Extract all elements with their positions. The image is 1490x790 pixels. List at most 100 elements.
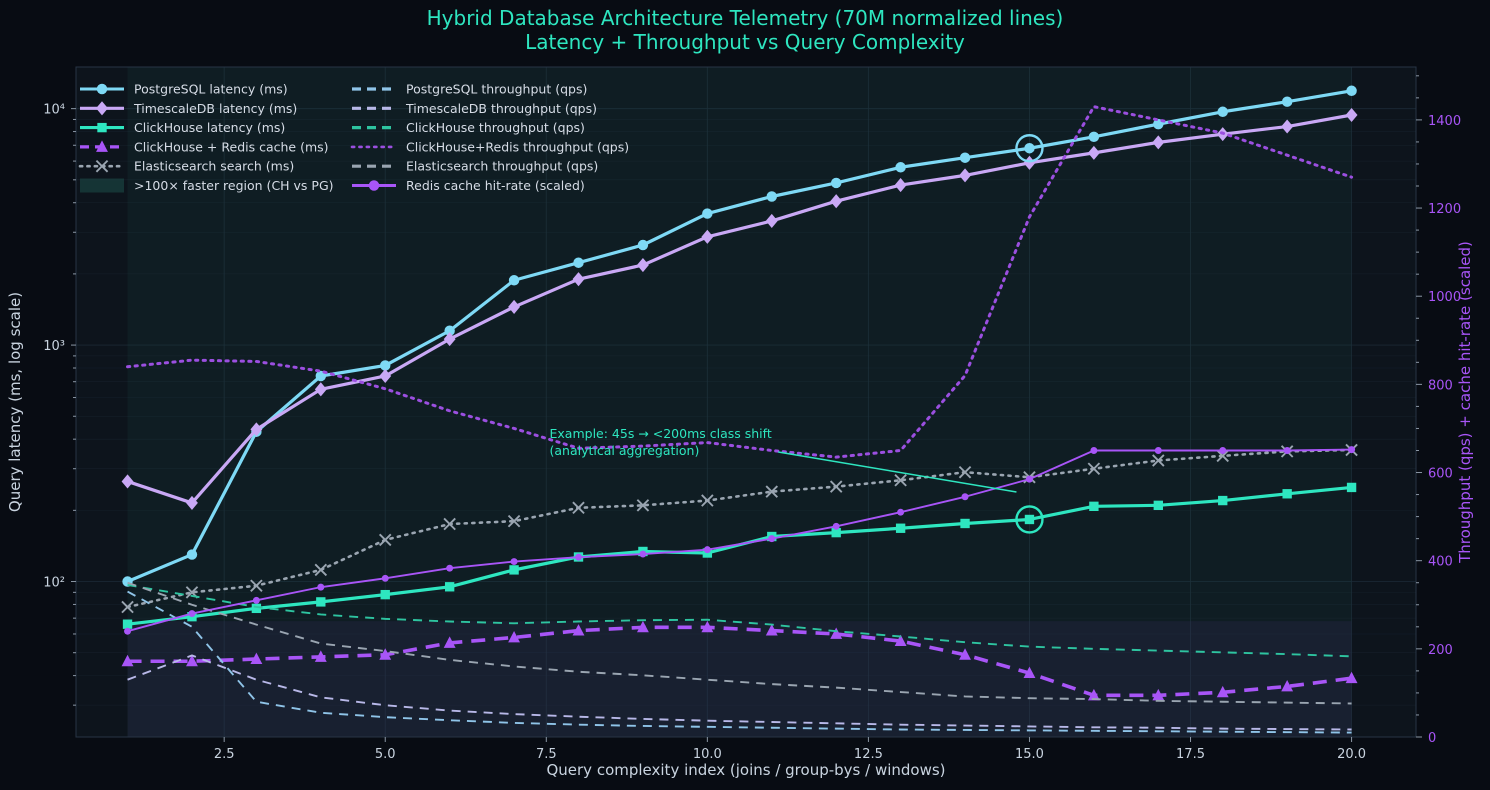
legend-col1-entry-1[interactable]: TimescaleDB latency (ms) xyxy=(80,101,297,116)
series-elasticsearch-throughput-qps xyxy=(127,581,1352,705)
series-timescaledb-throughput-qps xyxy=(127,654,1352,731)
legend-label: TimescaleDB throughput (qps) xyxy=(405,101,597,116)
y-right-tick-label: 1400 xyxy=(1428,114,1461,129)
data-marker xyxy=(1345,107,1358,123)
legend-col2-entry-0[interactable]: PostgreSQL throughput (qps) xyxy=(352,82,587,97)
data-marker xyxy=(1087,462,1101,475)
data-marker xyxy=(379,368,392,384)
y-left-tick-label: 10² xyxy=(43,576,65,591)
data-marker xyxy=(186,495,198,510)
data-marker xyxy=(1283,447,1291,454)
data-marker xyxy=(1281,96,1293,107)
data-marker xyxy=(959,168,971,183)
legend-label: ClickHouse + Redis cache (ms) xyxy=(134,139,329,154)
data-marker xyxy=(508,299,521,314)
data-marker xyxy=(96,83,108,95)
data-marker xyxy=(765,485,779,498)
plot-border xyxy=(75,66,1417,738)
data-marker xyxy=(1088,131,1100,143)
data-marker xyxy=(959,648,971,660)
data-marker xyxy=(1025,475,1033,483)
data-marker xyxy=(894,178,907,193)
annotation-text-line2: (analytical aggregation) xyxy=(550,443,700,458)
data-marker xyxy=(380,360,391,371)
data-marker xyxy=(830,177,842,189)
legend-col2-entry-5[interactable]: Redis cache hit-rate (scaled) xyxy=(352,178,585,193)
data-marker xyxy=(1152,135,1165,150)
y-right-tick-label: 400 xyxy=(1428,555,1453,570)
legend-col2-entry-1[interactable]: TimescaleDB throughput (qps) xyxy=(352,101,597,116)
data-marker xyxy=(894,634,907,647)
data-marker xyxy=(444,325,455,336)
data-marker xyxy=(1216,449,1229,463)
y-left-tick-label: 10³ xyxy=(43,339,65,354)
data-marker xyxy=(1023,155,1036,170)
data-marker xyxy=(1219,447,1227,454)
y-right-tick-label: 800 xyxy=(1428,378,1453,393)
postgres-highlight xyxy=(1015,134,1044,163)
data-marker xyxy=(1346,482,1357,493)
x-tick-label: 5.0 xyxy=(375,747,396,762)
y-left-tick-label: 10⁴ xyxy=(43,103,65,118)
shaded-faster-region xyxy=(127,67,1352,737)
data-marker xyxy=(316,597,326,607)
data-marker xyxy=(1090,447,1098,454)
data-marker xyxy=(1153,500,1163,511)
legend-label: ClickHouse latency (ms) xyxy=(134,120,285,135)
data-marker xyxy=(703,546,711,554)
legend-col2-entry-4[interactable]: Elasticsearch throughput (qps) xyxy=(352,159,598,174)
data-marker xyxy=(961,493,969,501)
x-tick-label: 10.0 xyxy=(693,747,722,762)
legend-label: ClickHouse+Redis throughput (qps) xyxy=(406,139,629,154)
shaded-lower-band xyxy=(127,621,1352,737)
data-marker xyxy=(314,563,328,577)
legend-col1-entry-2[interactable]: ClickHouse latency (ms) xyxy=(80,120,285,135)
data-marker xyxy=(766,191,777,202)
legend-col1-entry-3[interactable]: ClickHouse + Redis cache (ms) xyxy=(80,139,329,154)
data-marker xyxy=(958,465,972,479)
data-marker xyxy=(186,549,198,560)
data-marker xyxy=(443,332,456,347)
data-marker xyxy=(251,603,262,614)
x-tick-label: 15.0 xyxy=(1015,747,1044,762)
x-tick-label: 7.5 xyxy=(536,747,557,762)
annotation-leader-line xyxy=(778,451,1017,493)
data-marker xyxy=(1152,688,1165,701)
legend-col1-entry-5[interactable]: >100× faster region (CH vs PG) xyxy=(80,178,334,193)
chart-title-line2: Latency + Throughput vs Query Complexity xyxy=(525,30,965,54)
legend-col1-entry-4[interactable]: Elasticsearch search (ms) xyxy=(78,159,294,174)
series-clickhouse-redis-throughput-qps xyxy=(126,105,1354,459)
data-marker xyxy=(894,474,907,487)
chart-legend[interactable]: PostgreSQL latency (ms) TimescaleDB laten… xyxy=(78,82,629,194)
legend-col2-entry-3[interactable]: ClickHouse+Redis throughput (qps) xyxy=(350,139,629,154)
shaded-patch-icon xyxy=(80,178,124,193)
data-marker xyxy=(572,272,585,287)
data-marker xyxy=(765,624,778,636)
data-marker xyxy=(572,624,585,636)
clickhouse-highlight xyxy=(1015,505,1044,534)
series-redis-cache-hit-rate-scaled xyxy=(124,446,1356,635)
data-marker xyxy=(122,619,133,629)
data-marker xyxy=(829,480,843,493)
highlight-markers xyxy=(1015,134,1044,534)
series-line xyxy=(127,581,1352,705)
series-postgresql-throughput-qps xyxy=(127,590,1352,734)
series-line xyxy=(127,654,1352,731)
x-tick-label: 2.5 xyxy=(214,747,235,762)
legend-col2-entry-2[interactable]: ClickHouse throughput (qps) xyxy=(352,120,585,135)
data-marker xyxy=(188,610,196,618)
data-marker xyxy=(1087,145,1100,160)
legend-col1-entry-0[interactable]: PostgreSQL latency (ms) xyxy=(80,82,288,97)
data-marker xyxy=(250,579,263,592)
data-marker xyxy=(381,574,389,582)
y-right-tick-label: 200 xyxy=(1428,643,1453,658)
y-right-axis-label: Throughput (qps) + cache hit-rate (scale… xyxy=(1456,241,1474,564)
chart-annotation: Example: 45s → <200ms class shift (analyt… xyxy=(550,426,1017,493)
data-marker xyxy=(1281,679,1294,692)
y-left-axis-label: Query latency (ms, log scale) xyxy=(6,292,24,512)
legend-label: Elasticsearch search (ms) xyxy=(134,159,294,174)
data-marker xyxy=(1152,454,1165,467)
data-marker xyxy=(317,583,325,591)
data-marker xyxy=(121,600,134,614)
data-marker xyxy=(96,101,108,116)
